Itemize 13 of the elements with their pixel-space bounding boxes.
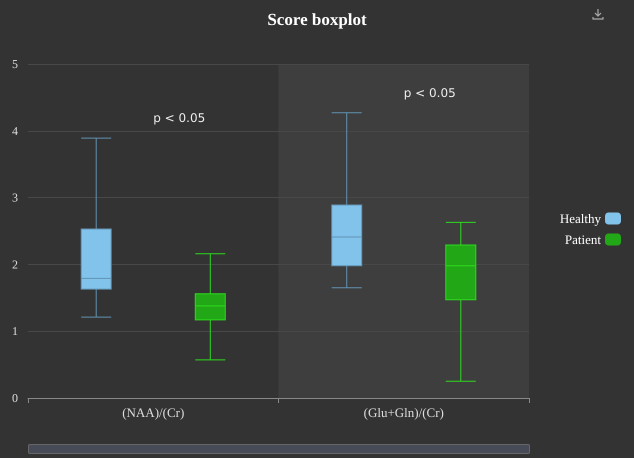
y-tick-label: 4 [12, 124, 18, 138]
x-tick-label: (NAA)/(Cr) [122, 405, 184, 420]
chart-title: Score boxplot [267, 10, 367, 29]
annotation: p < 0.05 [153, 111, 206, 126]
y-tick-label: 2 [12, 257, 18, 272]
y-tick-label: 3 [12, 190, 18, 205]
y-tick-label: 5 [12, 57, 18, 71]
y-tick-label: 1 [12, 324, 18, 338]
legend-label: Patient [564, 232, 602, 247]
annotation: p < 0.05 [404, 86, 456, 100]
y-tick-label: 0 [12, 391, 18, 405]
legend-label: Healthy [560, 211, 602, 226]
x-tick-label: (Glu+Gln)/(Cr) [364, 405, 444, 420]
